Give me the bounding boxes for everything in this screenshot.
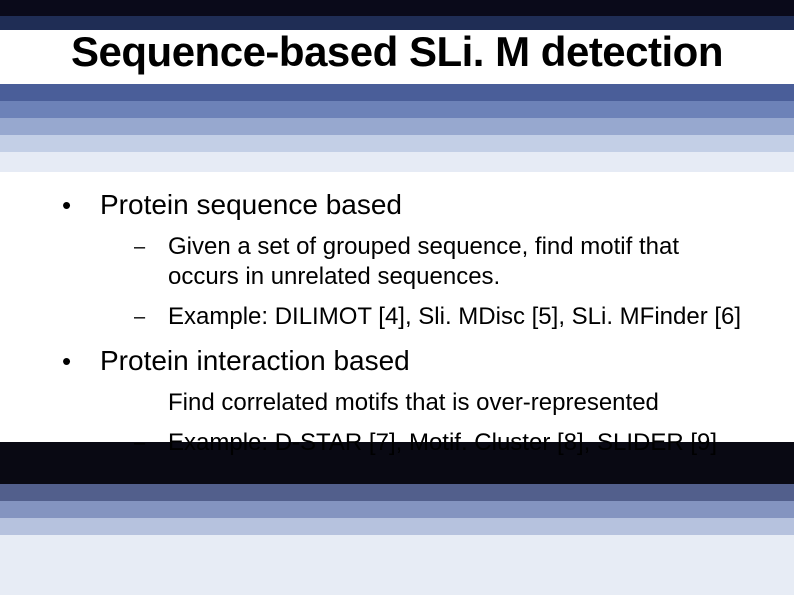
sub-text: Find correlated motifs that is over-repr…: [168, 388, 659, 418]
bg-band: [0, 118, 794, 135]
bg-band: [0, 0, 794, 16]
sub-text: Example: D-STAR [7], Motif. Cluster [8],…: [168, 428, 717, 458]
sub-list: – Find correlated motifs that is over-re…: [134, 388, 742, 458]
dash-marker: –: [134, 232, 168, 292]
bullet-marker: •: [62, 188, 100, 222]
content-area: • Protein sequence based – Given a set o…: [62, 188, 742, 470]
bullet-l1: • Protein sequence based: [62, 188, 742, 222]
bg-band: [0, 84, 794, 101]
bullet-l2: – Given a set of grouped sequence, find …: [134, 232, 742, 292]
bg-band: [0, 152, 794, 172]
sub-text: Given a set of grouped sequence, find mo…: [168, 232, 742, 292]
bg-band: [0, 101, 794, 118]
dash-marker: –: [134, 428, 168, 458]
slide: Sequence-based SLi. M detection • Protei…: [0, 0, 794, 595]
bullet-l2: – Example: DILIMOT [4], Sli. MDisc [5], …: [134, 302, 742, 332]
bullet-text: Protein interaction based: [100, 344, 410, 378]
bg-band: [0, 501, 794, 518]
bullet-marker: •: [62, 344, 100, 378]
bullet-text: Protein sequence based: [100, 188, 402, 222]
bullet-l2: – Find correlated motifs that is over-re…: [134, 388, 742, 418]
title-area: Sequence-based SLi. M detection: [0, 28, 794, 76]
bg-band: [0, 484, 794, 501]
sub-list: – Given a set of grouped sequence, find …: [134, 232, 742, 332]
sub-text: Example: DILIMOT [4], Sli. MDisc [5], SL…: [168, 302, 741, 332]
bg-band: [0, 518, 794, 535]
slide-title: Sequence-based SLi. M detection: [71, 28, 723, 75]
dash-marker: –: [134, 302, 168, 332]
bullet-l1: • Protein interaction based: [62, 344, 742, 378]
bg-band: [0, 135, 794, 152]
bullet-l2: – Example: D-STAR [7], Motif. Cluster [8…: [134, 428, 742, 458]
bg-band: [0, 535, 794, 595]
